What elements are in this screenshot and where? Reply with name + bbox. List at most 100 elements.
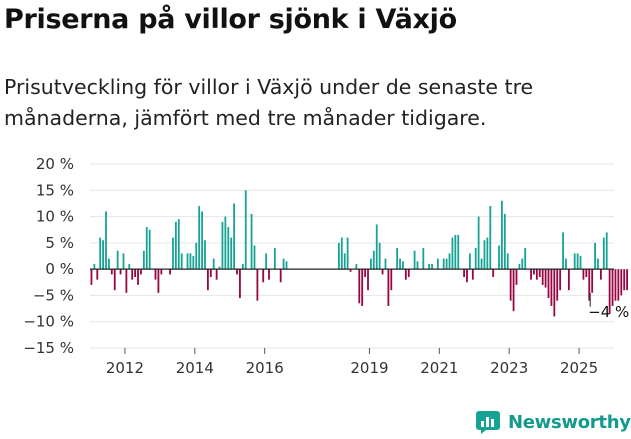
bar [201,211,203,270]
chart-subtitle: Prisutveckling för villor i Växjö under … [4,75,534,130]
bar [407,269,410,278]
bar [626,269,628,291]
bar [451,237,454,270]
bar [515,269,518,285]
y-tick-label: 10 % [36,208,74,226]
bar [396,248,399,270]
bar [343,253,346,270]
bar [402,261,404,270]
bar [209,269,212,278]
bar [448,253,451,270]
bar [102,240,104,270]
bar [122,253,125,270]
bar [355,263,358,270]
bar [489,206,492,270]
bar [565,258,567,270]
bar [463,269,465,278]
bar [503,213,506,270]
bar [186,253,189,270]
bar [579,256,582,270]
bar [364,269,366,278]
bar [207,269,209,291]
bar [597,258,599,270]
bar [602,237,605,270]
bar [262,269,265,283]
bar [346,237,349,270]
bar [573,253,576,270]
bar [553,269,556,317]
bar [547,269,550,299]
y-tick-label: 15 % [36,181,74,199]
bar [533,269,535,275]
bar [160,269,163,275]
bar [256,269,259,301]
bar [195,242,198,270]
bar [93,263,96,270]
bar [128,263,131,270]
bar [180,253,183,270]
bar [530,269,532,280]
chart-title: Priserna på villor sjönk i Växjö [4,4,457,35]
bar [620,269,623,296]
bar [378,242,381,270]
x-tick-label: 2016 [246,359,284,377]
bar [477,216,480,270]
bar [623,269,626,291]
bar [268,269,270,280]
y-tick-label: 20 % [36,155,74,173]
bar [480,258,483,270]
bar [431,263,433,270]
bar [550,269,553,306]
bar [177,219,180,270]
bar [535,269,538,280]
bar [492,269,495,278]
bar [212,258,215,270]
bar [498,245,500,270]
bar [244,190,247,270]
bar [474,248,477,270]
bar [285,261,288,270]
bar [436,258,439,270]
x-tick-label: 2019 [350,359,388,377]
bar [486,237,489,270]
bar [230,237,233,270]
y-tick-label: −5 % [33,286,74,304]
bar [250,213,253,270]
bar [273,248,276,270]
bar [367,269,369,291]
bar [282,258,285,270]
bar [387,269,390,306]
bar [518,263,521,270]
bar [349,269,352,272]
bar [559,269,562,291]
bar [113,269,116,291]
bar [617,269,620,301]
y-tick-label: 5 % [45,234,74,252]
bar [218,266,221,270]
bar [524,248,527,270]
bar [404,269,407,280]
bar [445,258,448,270]
bar [358,269,361,304]
bar [198,206,201,270]
bar [614,269,617,301]
bar [591,269,594,293]
bar [108,258,110,270]
bar [541,269,544,285]
brand-logo: Newsworthy [475,409,631,435]
bar [576,253,579,270]
bar [483,240,486,270]
bar [582,269,585,280]
bar [512,269,515,312]
bar [506,253,509,270]
bar [509,269,512,301]
bar [413,250,416,270]
bar [189,253,192,270]
bar [131,269,134,280]
bar-chart: 20 %15 %10 %5 %0 %−5 %−10 %−15 % 2012 201… [23,155,629,377]
bar [119,269,122,275]
bar [340,237,343,270]
bar [169,269,171,275]
bar [110,269,113,275]
bar [521,258,524,270]
